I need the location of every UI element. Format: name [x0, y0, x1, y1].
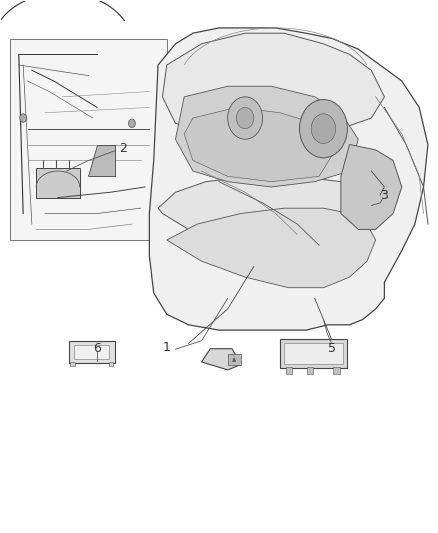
Circle shape	[20, 114, 27, 122]
Text: 6: 6	[93, 342, 101, 354]
Polygon shape	[149, 28, 428, 330]
Polygon shape	[184, 108, 332, 182]
Polygon shape	[176, 86, 358, 187]
Text: 1: 1	[163, 341, 171, 354]
Text: 3: 3	[381, 189, 389, 202]
Bar	[70, 362, 74, 366]
Bar	[284, 343, 343, 364]
Circle shape	[237, 108, 254, 128]
Polygon shape	[162, 33, 385, 139]
Circle shape	[128, 119, 135, 127]
Circle shape	[300, 100, 347, 158]
Bar	[333, 367, 339, 374]
Bar	[69, 341, 115, 363]
Bar	[286, 367, 292, 374]
Polygon shape	[201, 349, 241, 370]
Polygon shape	[167, 208, 376, 288]
Text: ▲: ▲	[232, 357, 237, 362]
Bar	[307, 367, 314, 374]
Text: 2: 2	[119, 142, 127, 155]
Bar	[280, 339, 347, 368]
Text: 5: 5	[328, 342, 336, 354]
Polygon shape	[341, 144, 402, 229]
Bar	[10, 38, 167, 240]
Circle shape	[311, 114, 336, 143]
Polygon shape	[88, 144, 115, 176]
Polygon shape	[158, 176, 376, 261]
Polygon shape	[228, 354, 241, 365]
Bar	[36, 168, 80, 198]
Bar	[74, 345, 110, 359]
Bar	[109, 362, 113, 366]
Circle shape	[228, 97, 262, 139]
